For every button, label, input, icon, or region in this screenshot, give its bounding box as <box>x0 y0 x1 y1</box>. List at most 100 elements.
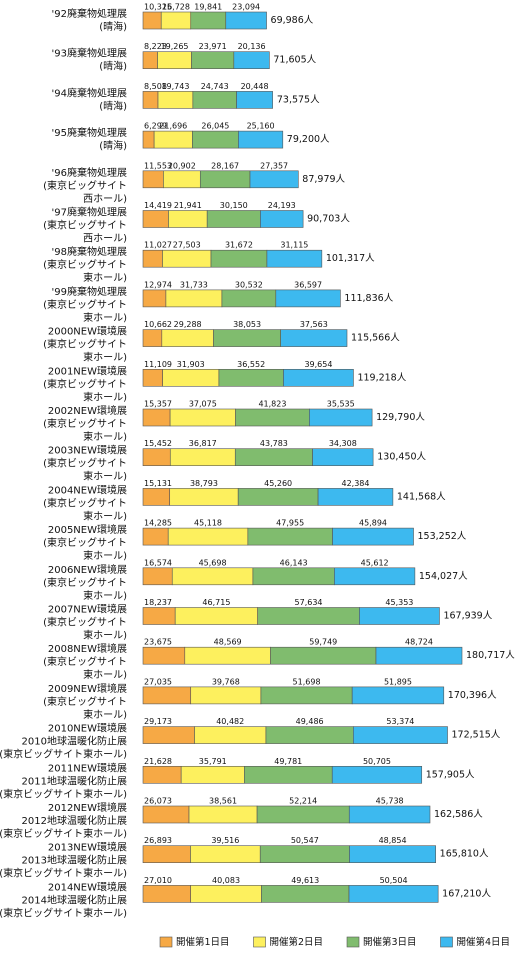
category-label: (東京ビッグサイト <box>43 576 127 589</box>
category-label: (東京ビッグサイト <box>43 219 127 232</box>
value-label: 26,893 <box>144 836 172 845</box>
value-label: 41,823 <box>258 400 286 409</box>
bar-segment <box>235 408 310 427</box>
value-label: 31,672 <box>225 241 253 250</box>
value-label: 57,634 <box>295 598 323 607</box>
legend-label: 開催第1日目 <box>176 936 230 948</box>
total-label: 71,605人 <box>273 55 316 66</box>
total-label: 90,703人 <box>307 214 350 225</box>
value-label: 24,743 <box>201 82 229 91</box>
category-label: '98廃棄物処理展 <box>52 245 127 258</box>
category-label: 東ホール) <box>83 430 127 443</box>
category-label: 2013地球温暖化防止展 <box>22 854 127 867</box>
bar-segment <box>348 805 431 824</box>
category-label: (東京ビッグサイト <box>43 496 127 509</box>
bar-segment <box>244 765 333 784</box>
value-label: 45,698 <box>199 558 227 567</box>
bar-segment <box>252 567 335 586</box>
category-label: 2011NEW環境展 <box>48 761 127 774</box>
bar-segment <box>375 646 463 665</box>
category-label: 東ホール) <box>83 629 127 642</box>
bar-segment <box>210 249 268 268</box>
value-label: 19,841 <box>194 3 222 12</box>
bar-segment <box>247 527 333 546</box>
category-label: '93廃棄物処理展 <box>52 47 127 60</box>
value-label: 49,486 <box>296 717 324 726</box>
bar-segment <box>192 91 237 109</box>
bar-segment <box>142 329 163 347</box>
value-label: 59,749 <box>309 638 337 647</box>
category-label: (東京ビッグサイト <box>43 655 127 668</box>
category-label: (晴海) <box>99 139 127 152</box>
bar-segment <box>142 686 192 705</box>
value-label: 11,109 <box>144 360 172 369</box>
total-label: 130,450人 <box>377 452 426 463</box>
bar-segment <box>238 130 284 149</box>
bar-segment <box>309 408 373 427</box>
bar-segment <box>160 11 192 30</box>
value-label: 15,452 <box>144 439 172 448</box>
bar-segment <box>266 249 323 268</box>
category-label: (東京ビッグサイト <box>43 695 127 708</box>
total-label: 73,575人 <box>277 94 320 105</box>
bar-segment <box>349 845 436 864</box>
total-label: 157,905人 <box>426 769 475 780</box>
category-label: (晴海) <box>99 99 127 112</box>
bar-segment <box>234 448 313 467</box>
bar-segment <box>188 805 258 824</box>
category-label: '92廃棄物処理展 <box>52 7 127 20</box>
category-label: 東ホール) <box>83 509 127 522</box>
bar-segment <box>260 686 353 705</box>
bar-segment <box>221 289 277 308</box>
value-label: 12,974 <box>144 280 172 289</box>
bar-segment <box>142 488 171 506</box>
bar-segment <box>142 607 176 625</box>
bar-segment <box>142 646 186 665</box>
total-label: 154,027人 <box>419 571 468 582</box>
value-label: 38,053 <box>233 320 261 329</box>
value-label: 46,143 <box>280 558 308 567</box>
category-label: 2001NEW環境展 <box>48 364 127 377</box>
total-label: 119,218人 <box>357 372 406 383</box>
value-label: 36,597 <box>294 280 322 289</box>
bar-segment <box>332 527 414 546</box>
category-label: (東京ビッグサイト東ホール) <box>0 748 127 761</box>
category-label: '94廃棄物処理展 <box>52 86 127 99</box>
value-label: 26,045 <box>201 122 229 131</box>
value-label: 35,535 <box>327 400 355 409</box>
value-label: 45,260 <box>264 479 292 488</box>
bar-segment <box>280 329 348 347</box>
bar-segment <box>167 527 249 546</box>
value-label: 31,903 <box>177 360 205 369</box>
bar-segment <box>142 845 191 864</box>
category-label: (東京ビッグサイト東ホール) <box>0 787 127 800</box>
bar-segment <box>353 726 448 744</box>
bar-segment <box>206 210 261 228</box>
bar-segment <box>312 448 374 467</box>
bar-segment <box>359 607 440 625</box>
bar-segment <box>157 51 192 70</box>
value-label: 51,895 <box>384 677 412 686</box>
category-label: 西ホール) <box>83 233 127 245</box>
bar-segment <box>142 130 155 149</box>
value-label: 21,941 <box>174 201 202 210</box>
value-label: 24,193 <box>268 201 296 210</box>
bar-segment <box>162 368 220 387</box>
value-label: 48,724 <box>405 638 433 647</box>
legend-swatch <box>253 936 266 948</box>
value-label: 28,167 <box>211 161 239 170</box>
bar-segment <box>153 130 193 149</box>
category-label: 2012地球温暖化防止展 <box>22 814 127 827</box>
value-label: 30,532 <box>235 280 263 289</box>
legend-swatch <box>440 936 453 948</box>
value-label: 29,288 <box>174 320 202 329</box>
bar-segment <box>351 686 445 705</box>
bar-segment <box>237 488 319 506</box>
bar-segment <box>191 51 235 70</box>
category-label: (東京ビッグサイト <box>43 179 127 192</box>
value-label: 45,118 <box>194 519 222 528</box>
value-label: 50,705 <box>363 757 391 766</box>
bar-segment <box>259 845 350 864</box>
value-label: 20,136 <box>238 42 266 51</box>
